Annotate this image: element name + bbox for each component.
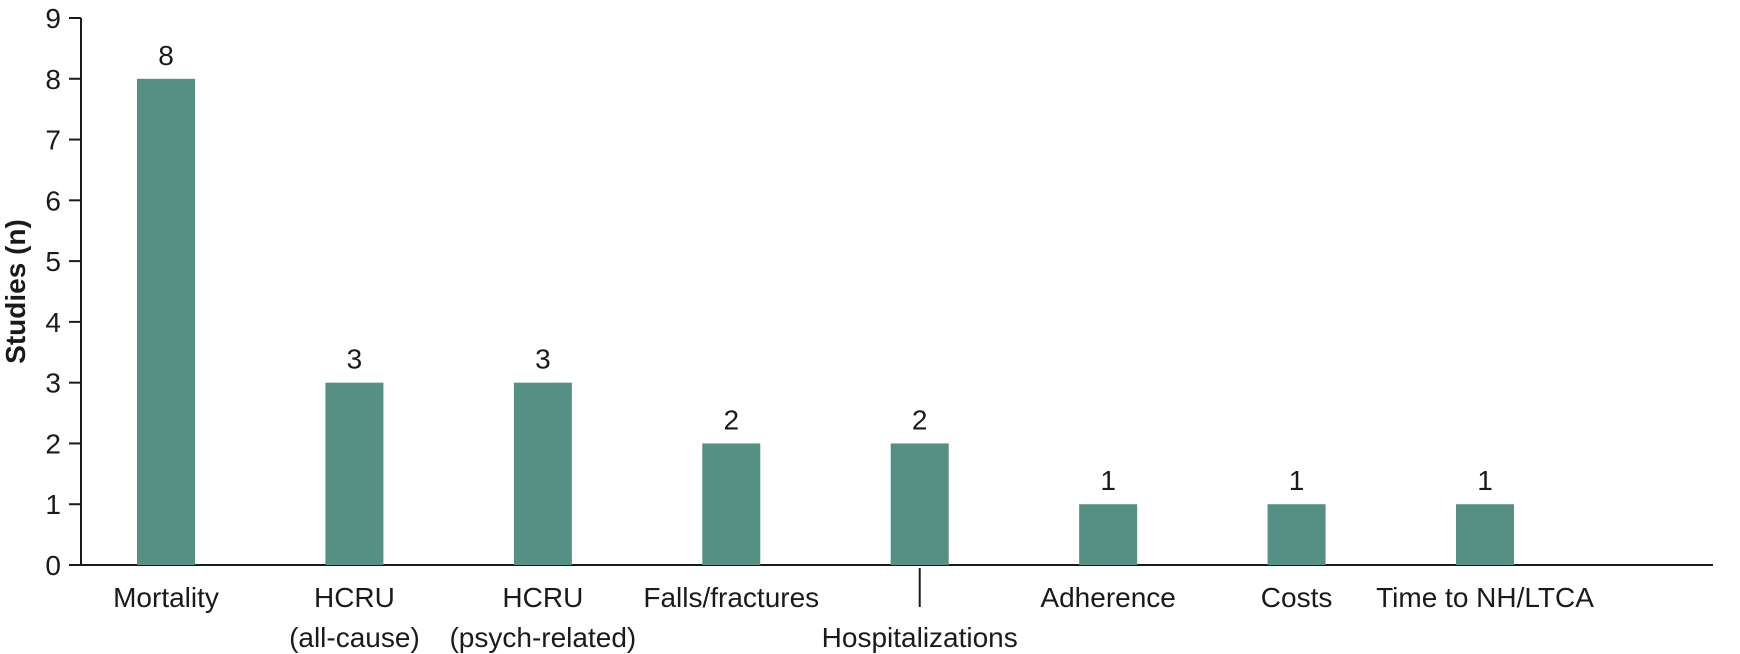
x-category-label: Hospitalizations <box>822 622 1018 653</box>
x-axis: Mortality HCRU (all-cause) HCRU (psych-relat… <box>81 564 1713 653</box>
bars <box>137 78 1514 566</box>
y-tick-label: 5 <box>45 246 61 277</box>
y-tick-label: 1 <box>45 489 61 520</box>
y-tick-label: 3 <box>45 368 61 399</box>
y-tick-label: 6 <box>45 185 61 216</box>
y-tick-label: 8 <box>45 64 61 95</box>
bar <box>890 443 949 565</box>
bar <box>325 382 384 565</box>
x-axis-labels: Mortality HCRU (all-cause) HCRU (psych-relat… <box>113 568 1594 653</box>
data-labels: 8 3 3 2 2 1 1 1 <box>158 40 1493 496</box>
y-tick-label: 9 <box>45 3 61 34</box>
bar-value-label: 2 <box>912 404 928 435</box>
bar <box>137 78 195 566</box>
y-tick-label: 4 <box>45 307 61 338</box>
x-category-label: HCRU <box>502 582 583 613</box>
y-tick-label: 7 <box>45 125 61 156</box>
x-category-label: (all-cause) <box>289 622 420 653</box>
bar <box>513 382 572 565</box>
x-category-label: HCRU <box>314 582 395 613</box>
x-category-label: Falls/fractures <box>643 582 819 613</box>
bar-value-label: 2 <box>723 404 739 435</box>
bar-value-label: 3 <box>535 344 551 375</box>
bar-value-label: 1 <box>1100 465 1116 496</box>
bar-value-label: 1 <box>1289 465 1305 496</box>
bar <box>1079 504 1138 565</box>
x-category-label: Time to NH/LTCA <box>1376 582 1594 613</box>
y-axis-title: Studies (n) <box>0 219 31 364</box>
y-tick-label: 0 <box>45 550 61 581</box>
x-category-label: (psych-related) <box>449 622 636 653</box>
bar-value-label: 3 <box>347 344 363 375</box>
x-category-label: Mortality <box>113 582 219 613</box>
bar <box>1456 504 1514 565</box>
x-category-label: Costs <box>1261 582 1333 613</box>
y-tick-label: 2 <box>45 428 61 459</box>
y-axis: 0 1 2 3 4 5 6 7 8 9 Studies (n) <box>0 3 82 581</box>
x-category-label: Adherence <box>1040 582 1175 613</box>
bar-value-label: 8 <box>158 40 174 71</box>
bar <box>1267 504 1326 565</box>
y-axis-ticks: 0 1 2 3 4 5 6 7 8 9 <box>45 3 81 581</box>
bar-value-label: 1 <box>1477 465 1493 496</box>
bar <box>702 443 761 565</box>
